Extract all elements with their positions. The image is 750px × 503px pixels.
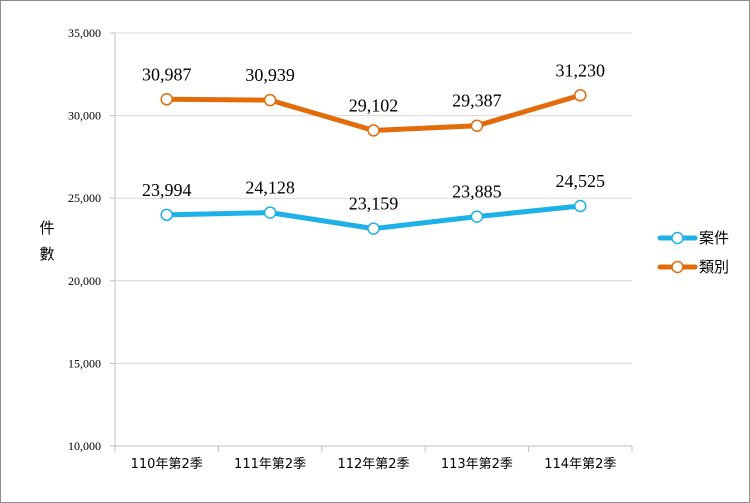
x-tick-label: 113年第2季 xyxy=(441,457,513,472)
data-point xyxy=(470,119,484,132)
x-tick-label: 114年第2季 xyxy=(544,457,616,472)
data-point xyxy=(367,124,380,137)
legend-marker xyxy=(671,231,684,245)
series-lines xyxy=(160,89,587,235)
y-tick-label: 10,000 xyxy=(68,439,101,453)
data-label: 30,939 xyxy=(245,65,295,85)
y-tick-labels: 10,000 15,000 20,000 25,000 30,000 35,000 xyxy=(68,26,101,453)
y-tick-label: 15,000 xyxy=(68,356,101,370)
data-labels: 23,994 24,128 23,159 23,885 24,525 30,987 30,9… xyxy=(142,60,605,213)
data-point xyxy=(574,199,587,213)
data-point xyxy=(160,93,173,106)
data-label: 29,102 xyxy=(349,95,399,115)
legend-label: 類別 xyxy=(699,258,729,276)
data-point xyxy=(263,93,277,107)
y-tick-label: 25,000 xyxy=(68,191,101,205)
data-label: 23,885 xyxy=(452,182,502,202)
y-tick-label: 30,000 xyxy=(68,109,101,123)
y-axis-label-char-1: 件 xyxy=(39,219,54,237)
data-label: 29,387 xyxy=(452,91,502,111)
x-tick-label: 110年第2季 xyxy=(131,457,203,472)
data-label: 24,128 xyxy=(245,178,295,198)
y-tick-label: 35,000 xyxy=(68,26,101,40)
data-label: 24,525 xyxy=(556,171,606,191)
axes xyxy=(110,32,633,452)
data-label: 30,987 xyxy=(142,64,192,84)
y-tick-label: 20,000 xyxy=(68,274,101,288)
data-label: 31,230 xyxy=(556,60,606,80)
gridlines xyxy=(115,32,632,364)
x-tick-label: 111年第2季 xyxy=(234,457,306,472)
data-point xyxy=(263,206,277,219)
legend-marker xyxy=(671,260,684,274)
data-point xyxy=(367,222,380,235)
data-point xyxy=(470,210,484,223)
y-axis-label-char-2: 數 xyxy=(39,245,54,263)
x-tick-labels: 110年第2季 111年第2季 112年第2季 113年第2季 114年第2季 xyxy=(131,457,617,472)
data-label: 23,994 xyxy=(142,180,192,200)
x-tick-label: 112年第2季 xyxy=(337,457,409,472)
data-point xyxy=(574,89,587,102)
data-point xyxy=(160,208,173,222)
legend-label: 案件 xyxy=(699,229,729,247)
data-label: 23,159 xyxy=(349,194,399,214)
